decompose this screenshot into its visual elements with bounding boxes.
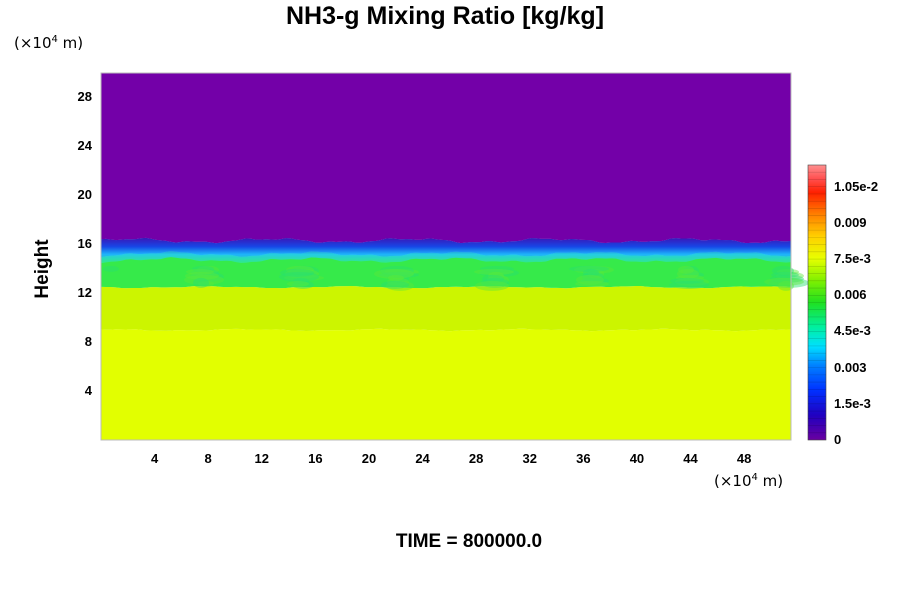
texture-blob — [769, 277, 809, 288]
x-tick-label: 48 — [736, 451, 752, 466]
y-tick-label: 28 — [77, 89, 92, 105]
texture-blob — [479, 268, 519, 277]
texture-blob — [191, 268, 219, 277]
texture-blob — [481, 277, 509, 288]
texture-blob — [678, 265, 694, 274]
texture-blob — [772, 265, 794, 276]
x-tick-label: 36 — [576, 451, 591, 466]
layer-h9-12.5 — [101, 285, 791, 332]
texture-blob — [292, 280, 314, 289]
texture-blob — [287, 280, 309, 287]
colorbar-label: 0.009 — [834, 214, 867, 230]
texture-blob — [285, 268, 319, 279]
texture-blob — [393, 274, 409, 283]
texture-blob — [770, 274, 804, 283]
texture-blob — [475, 280, 509, 291]
colorbar-label: 1.5e-3 — [834, 395, 871, 411]
texture-blob — [771, 271, 799, 278]
layer-h0-9 — [101, 328, 791, 440]
y-tick-label: 8 — [84, 334, 92, 350]
texture-blob — [186, 268, 214, 275]
y-tick-label: 24 — [77, 138, 92, 154]
texture-blob — [581, 277, 609, 284]
texture-blob — [683, 265, 699, 276]
colorbar-label: 7.5e-3 — [834, 251, 871, 267]
colorbar-label: 1.05e-2 — [834, 178, 879, 194]
texture-blob — [284, 274, 324, 281]
texture-blob — [381, 280, 409, 289]
texture-blob — [388, 274, 404, 281]
texture-blob — [676, 274, 704, 281]
texture-blob — [184, 274, 224, 285]
texture-blob — [197, 265, 219, 274]
texture-blob — [198, 280, 214, 287]
colorbar-label: 0 — [834, 432, 842, 447]
colorbar — [807, 164, 827, 441]
y-axis-unit: (×104 m) — [14, 34, 84, 52]
y-tick-label: 12 — [77, 285, 92, 301]
texture-blob — [778, 280, 794, 291]
colorbar-label: 0.003 — [834, 359, 867, 375]
texture-blob — [487, 274, 509, 285]
texture-blob — [682, 271, 704, 278]
layer-h16.3-30 — [101, 73, 791, 244]
x-tick-label: 12 — [254, 451, 269, 466]
texture-blob — [677, 268, 699, 279]
x-tick-label: 24 — [415, 451, 430, 466]
time-label: TIME = 800000.0 — [395, 531, 543, 552]
texture-blob — [192, 265, 214, 272]
texture-blob — [185, 271, 219, 280]
texture-blob — [588, 268, 604, 279]
x-tick-label: 40 — [629, 451, 645, 466]
x-axis-unit: (×104 m) — [714, 472, 784, 490]
texture-blob — [386, 280, 414, 291]
texture-blob — [374, 268, 414, 279]
texture-blob — [291, 265, 319, 276]
transition-band — [101, 237, 791, 264]
texture-blob — [582, 271, 604, 282]
x-tick-label: 4 — [150, 451, 159, 466]
x-tick-label: 20 — [361, 451, 377, 466]
texture-blob — [675, 277, 709, 286]
x-tick-label: 32 — [522, 451, 537, 466]
texture-blob — [576, 274, 604, 285]
texture-blob — [286, 265, 314, 274]
layer-h12.5-15.2 — [101, 251, 791, 289]
texture-blob — [480, 265, 514, 272]
texture-blob — [776, 271, 804, 280]
texture-blob — [474, 268, 514, 275]
texture-blob — [488, 271, 504, 280]
colorbar-label: 0.006 — [834, 287, 867, 303]
texture-blob — [385, 268, 419, 275]
texture-blob — [103, 265, 119, 272]
texture-blob — [280, 268, 314, 277]
chart-title: NH3-g Mixing Ratio [kg/kg] — [285, 2, 605, 30]
y-tick-label: 20 — [77, 187, 92, 203]
y-tick-label: 16 — [77, 236, 92, 252]
texture-blob — [583, 268, 599, 277]
x-tick-label: 16 — [308, 451, 323, 466]
texture-blob — [379, 271, 419, 278]
texture-blob — [669, 280, 709, 289]
texture-blob — [670, 277, 704, 284]
texture-blob — [777, 268, 799, 275]
texture-blob — [293, 277, 309, 284]
texture-blob — [574, 265, 614, 274]
x-tick-label: 28 — [468, 451, 484, 466]
texture-blob — [764, 277, 804, 286]
texture-blob — [575, 280, 609, 287]
texture-blob — [279, 271, 319, 282]
x-tick-label: 8 — [204, 451, 212, 466]
y-tick-label: 4 — [84, 383, 92, 399]
texture-blob — [387, 277, 409, 286]
texture-blob — [380, 265, 414, 276]
colorbar-label: 4.5e-3 — [834, 323, 871, 339]
texture-blob — [193, 277, 209, 288]
texture-blob — [190, 271, 224, 282]
x-tick-label: 44 — [683, 451, 698, 466]
texture-blob — [482, 274, 504, 283]
texture-blob — [569, 265, 609, 272]
